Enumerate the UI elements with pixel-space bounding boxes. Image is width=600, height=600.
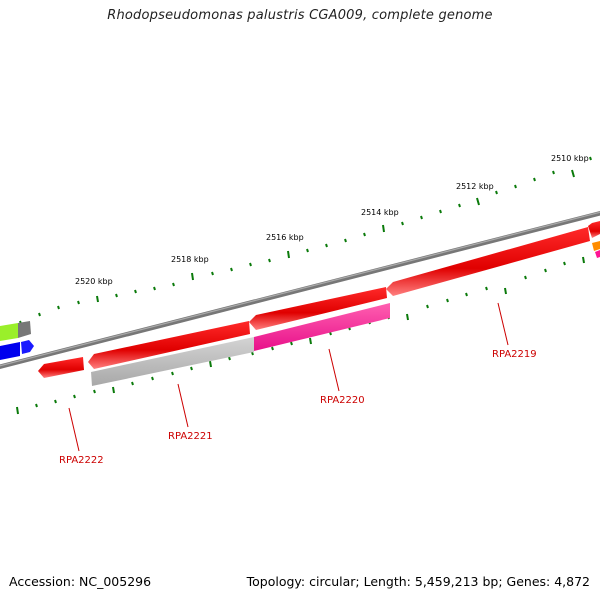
- scale-tick-major: [96, 295, 99, 303]
- scale-tick: [115, 293, 118, 298]
- genome-backbone: [0, 210, 600, 370]
- scale-tick: [153, 286, 156, 291]
- scale-tick: [151, 376, 154, 381]
- scale-tick: [131, 381, 134, 386]
- scale-tick: [38, 312, 41, 317]
- leader-rpa2222: [68, 407, 80, 452]
- scale-tick: [495, 190, 498, 195]
- scale-tick: [306, 248, 309, 253]
- gene-rpa2222[interactable]: [38, 357, 84, 378]
- scale-tick: [465, 292, 468, 297]
- scale-tick-major: [287, 250, 290, 259]
- scale-tick: [211, 271, 214, 276]
- scale-tick: [57, 305, 60, 310]
- gene-rpa2220-arrow[interactable]: [249, 287, 387, 330]
- gene-right-edge-orange[interactable]: [592, 241, 600, 258]
- scale-tick-major: [16, 406, 19, 415]
- gene-label-rpa2219[interactable]: RPA2219: [492, 349, 537, 360]
- gene-rpa2219-arrow[interactable]: [386, 227, 590, 296]
- scale-tick: [93, 389, 96, 394]
- scale-tick: [134, 289, 137, 294]
- scale-tick: [249, 262, 252, 267]
- scale-tick: [458, 203, 461, 208]
- scale-tick-major: [112, 386, 115, 394]
- scale-tick: [268, 258, 271, 263]
- scale-tick: [563, 261, 566, 266]
- scale-tick: [552, 170, 555, 175]
- scale-tick: [290, 341, 293, 346]
- scale-label: 2520 kbp: [75, 277, 113, 286]
- scale-tick: [363, 232, 366, 237]
- gene-rpa2220-pink[interactable]: [254, 303, 390, 351]
- scale-tick-major: [191, 272, 194, 281]
- gene-label-rpa2220[interactable]: RPA2220: [320, 395, 365, 406]
- scale-tick-major: [582, 256, 585, 264]
- scale-tick: [251, 351, 254, 356]
- gene-label-rpa2221[interactable]: RPA2221: [168, 431, 213, 442]
- scale-tick-major: [406, 313, 409, 321]
- gene-rpa2221-arrow[interactable]: [88, 321, 250, 369]
- scale-tick: [271, 346, 274, 351]
- scale-tick: [514, 184, 517, 189]
- scale-tick: [230, 267, 233, 272]
- leader-rpa2221: [177, 383, 189, 428]
- scale-tick: [228, 356, 231, 361]
- scale-tick: [426, 304, 429, 309]
- scale-tick: [420, 215, 423, 220]
- scale-tick-major: [382, 224, 385, 233]
- scale-label: 2510 kbp: [551, 154, 589, 163]
- scale-tick-major: [504, 287, 507, 295]
- scale-tick: [524, 275, 527, 280]
- scale-label: 2514 kbp: [361, 208, 399, 217]
- scale-label: 2518 kbp: [171, 255, 209, 264]
- scale-tick: [446, 298, 449, 303]
- scale-tick: [401, 221, 404, 226]
- outer-scale-track: [0, 156, 592, 334]
- scale-tick: [344, 238, 347, 243]
- scale-tick: [172, 282, 175, 287]
- gene-right-edge-red[interactable]: [588, 221, 600, 238]
- scale-tick: [544, 268, 547, 273]
- scale-label: 2516 kbp: [266, 233, 304, 242]
- scale-tick-major: [209, 360, 212, 368]
- label-leaders: [68, 302, 509, 452]
- gene-rpa2221-gray[interactable]: [91, 337, 254, 386]
- leader-rpa2220: [328, 348, 340, 392]
- scale-tick-major: [571, 169, 575, 178]
- scale-tick: [439, 209, 442, 214]
- map-title: Rhodopseudomonas palustris CGA009, compl…: [107, 8, 493, 23]
- scale-tick: [190, 366, 193, 371]
- gene-label-rpa2222[interactable]: RPA2222: [59, 455, 104, 466]
- accession-text: Accession: NC_005296: [9, 574, 152, 589]
- scale-tick-major: [309, 337, 312, 345]
- scale-tick: [325, 243, 328, 248]
- scale-tick: [533, 177, 536, 182]
- scale-tick: [171, 371, 174, 376]
- scale-tick: [73, 394, 76, 399]
- gene-left-blue[interactable]: [0, 340, 34, 360]
- scale-tick: [35, 403, 38, 408]
- genome-backbone-highlight: [0, 211, 600, 367]
- gene-left-green[interactable]: [0, 321, 31, 341]
- scale-tick-major: [476, 197, 480, 206]
- scale-tick: [485, 286, 488, 291]
- scale-tick: [77, 300, 80, 305]
- scale-label: 2512 kbp: [456, 182, 494, 191]
- leader-rpa2219: [497, 302, 509, 346]
- inner-scale-track: [16, 256, 585, 415]
- scale-tick: [589, 156, 592, 161]
- scale-tick: [54, 399, 57, 404]
- genome-summary-text: Topology: circular; Length: 5,459,213 bp…: [246, 574, 590, 589]
